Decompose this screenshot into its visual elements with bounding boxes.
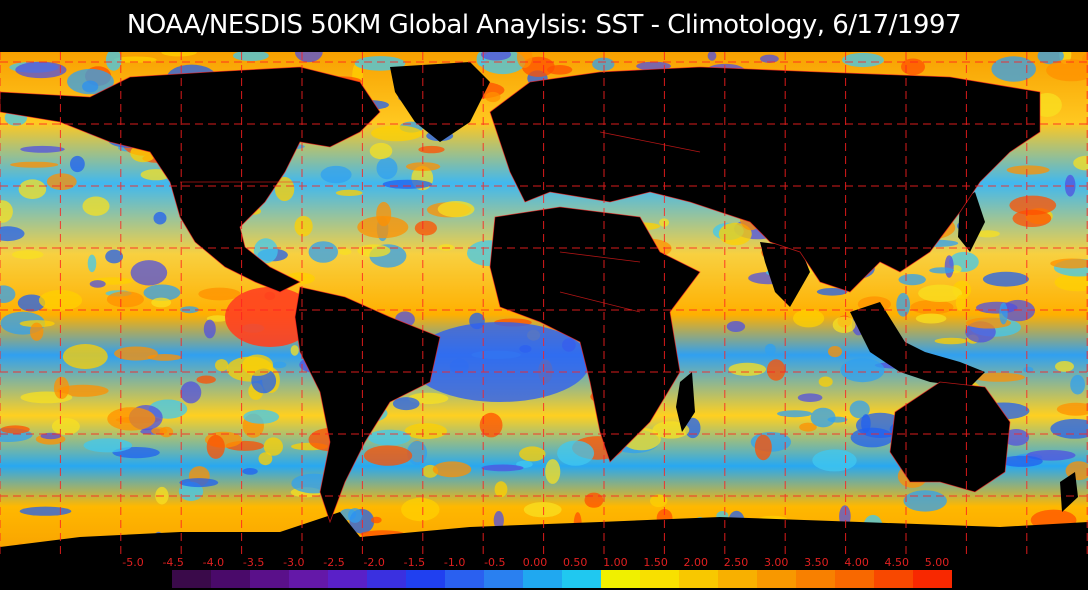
legend-label: 4.00: [844, 556, 869, 569]
land-outlines: [0, 66, 1041, 524]
legend-swatch: [757, 570, 796, 588]
legend-label: -2.0: [363, 556, 385, 569]
legend-swatch: [406, 570, 445, 588]
legend-swatch: [679, 570, 718, 588]
legend-color-bar: [172, 570, 952, 588]
madagascar: [676, 372, 695, 432]
legend-label: 2.00: [683, 556, 709, 569]
legend-swatch: [562, 570, 601, 588]
south-america: [295, 287, 440, 522]
legend-label: 1.50: [643, 556, 668, 569]
legend-label: -5.0: [122, 556, 144, 569]
legend-label: 0.00: [522, 556, 548, 569]
legend-swatch: [601, 570, 640, 588]
legend-label: 1.00: [603, 556, 628, 569]
map-title: NOAA/NESDIS 50KM Global Anaylsis: SST - …: [126, 10, 962, 40]
legend-swatch: [523, 570, 562, 588]
new-zealand: [1060, 472, 1078, 512]
japan: [958, 192, 985, 252]
legend-label: 4.50: [884, 556, 910, 569]
legend-label: -2.5: [323, 556, 345, 569]
legend-swatch: [211, 570, 250, 588]
legend-label: 0.50: [562, 556, 588, 569]
legend-swatch: [328, 570, 367, 588]
graticule: [0, 52, 1088, 557]
north-america: [0, 67, 380, 292]
greenland: [390, 62, 490, 142]
legend-scale-labels: -5.0 -4.5 -4.0 -3.5 -3.0 -2.5 -2.0 -1.5 -1.0 -0.5…: [0, 556, 1088, 570]
legend-swatch: [640, 570, 679, 588]
africa: [490, 207, 700, 462]
legend-swatch: [172, 570, 211, 588]
legend-swatch: [250, 570, 289, 588]
legend-swatch: [874, 570, 913, 588]
legend-label: -1.0: [443, 556, 466, 569]
legend-swatch: [718, 570, 757, 588]
legend-label: 2.50: [723, 556, 749, 569]
legend-label: 3.00: [763, 556, 789, 569]
legend-label: -1.5: [403, 556, 426, 569]
sst-anomaly-map: [0, 52, 1088, 557]
legend-swatch: [796, 570, 835, 588]
legend-label: -3.5: [242, 556, 265, 569]
legend-swatch: [913, 570, 952, 588]
legend-label: -4.0: [202, 556, 225, 569]
legend-swatch: [367, 570, 406, 588]
legend-label: 3.50: [804, 556, 829, 569]
legend-label: -4.5: [162, 556, 184, 569]
legend-swatch: [835, 570, 874, 588]
land-masses: [0, 62, 1088, 557]
eurasia: [490, 67, 1040, 292]
legend-swatch: [484, 570, 523, 588]
legend-label: 5.00: [924, 556, 950, 569]
legend-label: -3.0: [283, 556, 305, 569]
legend-swatch: [289, 570, 328, 588]
australia: [890, 382, 1010, 492]
southeast-asia: [850, 302, 985, 387]
legend-swatch: [445, 570, 484, 588]
legend-label: -0.5: [484, 556, 506, 569]
